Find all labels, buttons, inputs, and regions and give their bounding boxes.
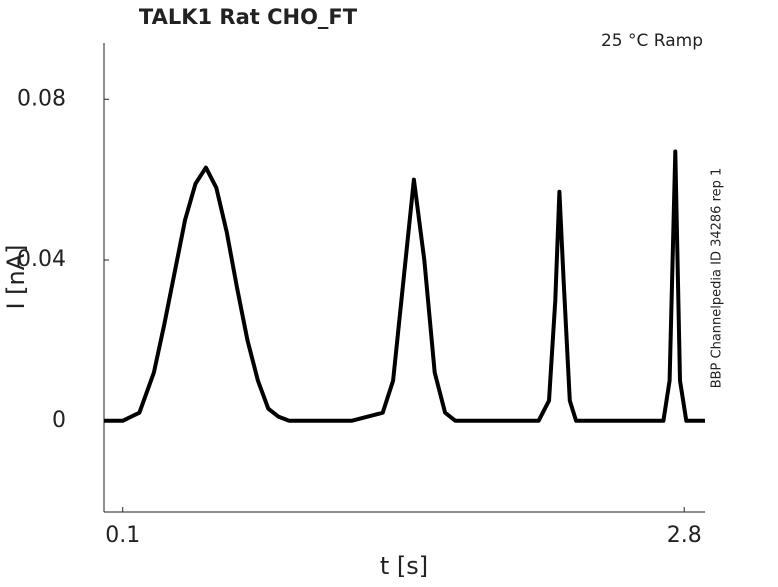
x-tick-label: 0.1 xyxy=(105,523,140,548)
y-tick-label: 0 xyxy=(52,408,66,433)
x-axis-label: t [s] xyxy=(380,552,428,580)
annotation: BBP Channelpedia ID 34286 rep 1 xyxy=(710,168,725,389)
chart-title: TALK1 Rat CHO_FT xyxy=(139,5,358,29)
subtitle: 25 °C Ramp xyxy=(601,31,703,51)
y-tick-label: 0.08 xyxy=(17,86,66,111)
y-axis-label: I [nA] xyxy=(2,244,30,309)
x-tick-label: 2.8 xyxy=(667,523,702,548)
y-tick-label: 0.04 xyxy=(17,247,66,272)
data-line xyxy=(104,149,705,423)
